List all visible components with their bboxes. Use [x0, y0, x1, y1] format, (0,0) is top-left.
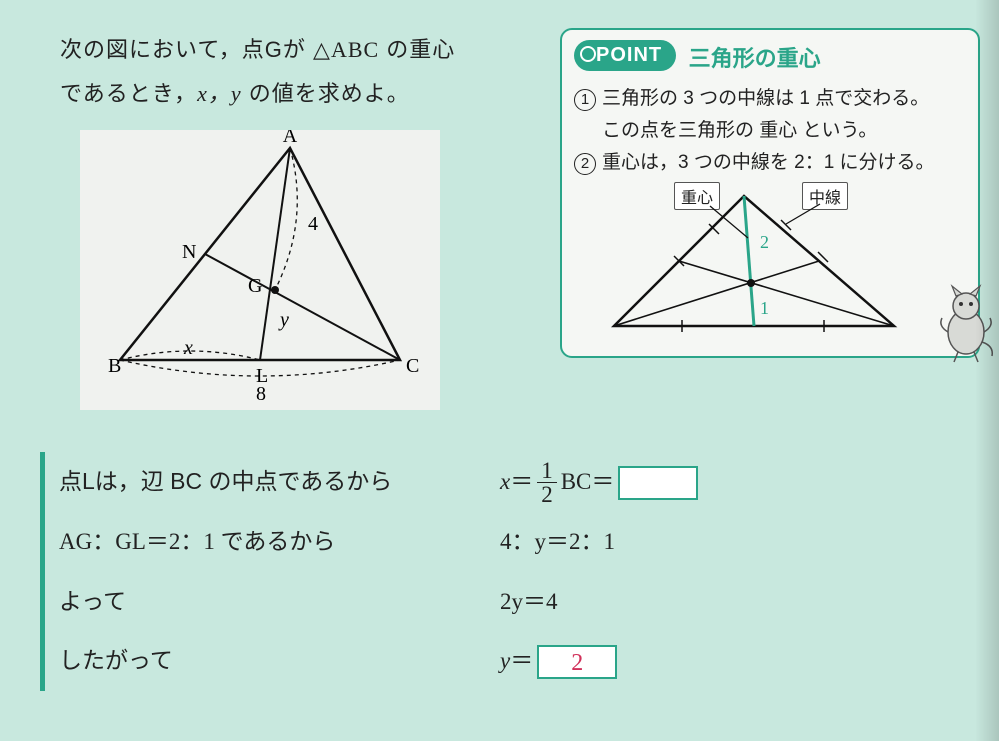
- point-title: 三角形の重心: [689, 41, 821, 73]
- page-curl-shadow: [975, 0, 999, 741]
- label-C: C: [406, 355, 419, 377]
- label-B: B: [108, 355, 121, 377]
- r3-text: 2y＝4: [500, 589, 558, 614]
- answer-box-x[interactable]: [618, 466, 698, 500]
- svg-text:2: 2: [760, 232, 769, 252]
- point-item1a: 三角形の 3 つの中線は 1 点で交わる。: [602, 88, 929, 109]
- frac-n: 1: [537, 459, 557, 483]
- point-list: 1三角形の 3 つの中線は 1 点で交わる。 1この点を三角形の 重心 という。…: [574, 83, 966, 180]
- sol-r3: 2y＝4: [500, 572, 960, 632]
- label-y: y: [278, 309, 289, 331]
- point-item-1: 1三角形の 3 つの中線は 1 点で交わる。 1この点を三角形の 重心 という。: [574, 83, 966, 148]
- problem-line1c: の重心: [379, 37, 455, 62]
- label-x: x: [183, 337, 193, 359]
- problem-triangle: △ABC: [313, 37, 379, 62]
- label-G: G: [248, 275, 262, 297]
- label-4: 4: [308, 213, 318, 235]
- problem-vars: x，y: [197, 81, 242, 106]
- label-N: N: [182, 241, 196, 263]
- label-median-box: 中線: [802, 182, 848, 210]
- sol-s2: AG：GL＝2：1 であるから: [59, 512, 470, 572]
- r1-x: x: [500, 469, 510, 494]
- answer-y: 2: [571, 650, 583, 676]
- sol-r1: x＝12BC＝: [500, 452, 960, 512]
- main-figure: A B C L N G 4 y x 8: [80, 130, 440, 410]
- point-item1b: この点を三角形の 重心 という。: [602, 120, 877, 141]
- sol-r4: y＝ 2: [500, 631, 960, 691]
- problem-statement: 次の図において，点Gが △ABC の重心 であるとき，x，y の値を求めよ。: [60, 28, 455, 116]
- triangle-svg: A B C L N G 4 y x 8: [80, 130, 440, 410]
- problem-line1a: 次の図において，点Gが: [60, 37, 313, 62]
- answer-box-y[interactable]: 2: [537, 645, 617, 679]
- point-badge: POINT: [574, 40, 676, 71]
- problem-line2a: であるとき，: [60, 81, 197, 106]
- r4-eq: ＝: [510, 647, 533, 673]
- problem-line2b: の値を求めよ。: [242, 81, 410, 106]
- solution-right: x＝12BC＝ 4：y＝2：1 2y＝4 y＝2: [500, 452, 960, 691]
- point-figure: 2 1 重心 中線: [574, 186, 966, 336]
- point-item-2: 2 重心は，3 つの中線を 2：1 に分ける。: [574, 147, 966, 179]
- label-A: A: [283, 130, 298, 147]
- label-8: 8: [256, 383, 266, 405]
- r2-text: 4：y＝2：1: [500, 529, 615, 554]
- point-box: POINT 三角形の重心 1 三角形の 3 つの中線は 1 点で交わる。 1 この点…: [560, 28, 980, 358]
- label-centroid-box: 重心: [674, 182, 720, 210]
- sol-s4: したがって: [59, 631, 470, 691]
- solution-left: 点Lは，辺 BC の中点であるから AG：GL＝2：1 であるから よって した…: [40, 452, 470, 691]
- circled-1: 1: [574, 89, 596, 111]
- svg-text:1: 1: [760, 298, 769, 318]
- sol-s3: よって: [59, 572, 470, 632]
- frac-d: 2: [537, 483, 557, 506]
- point-item2: 重心は，3 つの中線を 2：1 に分ける。: [602, 152, 935, 173]
- r1-bc: BC＝: [561, 469, 615, 494]
- sol-r2: 4：y＝2：1: [500, 512, 960, 572]
- circled-2: 2: [574, 153, 596, 175]
- sol-s1: 点Lは，辺 BC の中点であるから: [59, 452, 470, 512]
- r4-y: y: [500, 648, 510, 673]
- r1-eq: ＝: [510, 468, 533, 494]
- fraction-half: 12: [537, 459, 557, 506]
